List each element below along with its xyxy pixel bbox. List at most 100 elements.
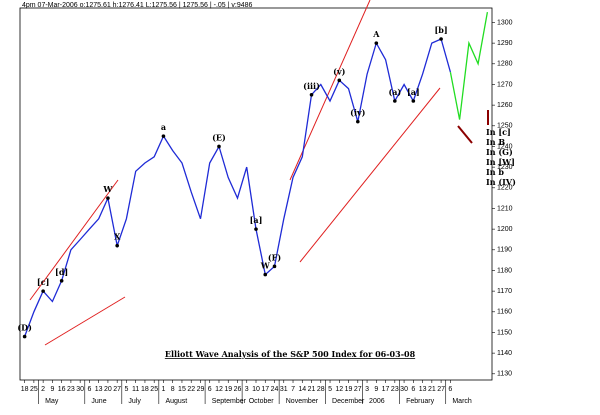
wave-label: [c]	[37, 277, 49, 287]
x-tick-label: 6	[208, 386, 212, 393]
x-tick-label: 23	[67, 386, 75, 393]
x-tick-label: 26	[234, 386, 242, 393]
wave-point	[106, 196, 110, 200]
y-tick-label: 1140	[497, 350, 512, 357]
target-label: In (G)	[486, 147, 513, 157]
x-tick-label: 13	[419, 386, 427, 393]
month-label: June	[91, 398, 106, 405]
wave-point	[309, 93, 314, 97]
y-tick-label: 1180	[497, 267, 512, 274]
series-line	[449, 11, 489, 120]
target-label: In [c]	[486, 127, 511, 137]
x-tick-label: 27	[354, 386, 362, 393]
month-label: March	[452, 398, 472, 405]
y-tick-label: 1160	[497, 309, 512, 316]
month-label: December	[332, 398, 365, 405]
x-tick-label: 31	[280, 386, 288, 393]
wave-label: [b]	[435, 25, 448, 35]
wave-label: (D)	[17, 323, 32, 333]
x-tick-label: 11	[132, 386, 139, 393]
x-tick-label: 13	[95, 386, 103, 393]
month-label: 2006	[369, 398, 385, 405]
target-label: In B	[486, 137, 505, 147]
wave-point	[59, 279, 64, 283]
x-tick-label: 19	[345, 386, 353, 393]
x-tick-label: 25	[30, 386, 38, 393]
month-label: September	[212, 398, 247, 405]
wave-label: (E)	[212, 132, 226, 142]
x-tick-label: 6	[448, 386, 452, 393]
x-tick-label: 9	[50, 386, 54, 393]
y-tick-label: 1300	[497, 19, 513, 26]
x-tick-label: 7	[291, 386, 295, 393]
target-label: In [W]	[486, 157, 515, 167]
x-tick-label: 27	[437, 386, 445, 393]
y-tick-label: 1250	[497, 123, 513, 130]
wave-point	[115, 243, 119, 248]
y-tick-label: 1230	[497, 164, 513, 171]
x-tick-label: 18	[21, 386, 29, 393]
x-tick-label: 6	[87, 386, 91, 393]
wave-label: (iv)	[350, 108, 365, 118]
x-tick-label: 15	[178, 386, 186, 393]
header: 4pm 07-Mar-2006 o:1275.61 h:1276.41 L:12…	[22, 2, 253, 9]
arrow	[457, 125, 473, 144]
y-tick-label: 1200	[497, 226, 513, 233]
x-tick-label: 16	[58, 386, 66, 393]
wave-label: [a]	[250, 215, 263, 225]
x-tick-label: 9	[374, 386, 378, 393]
wave-label: W	[102, 184, 113, 194]
y-tick-label: 1150	[497, 329, 512, 336]
wave-label: X	[114, 232, 121, 242]
x-tick-label: 8	[171, 386, 175, 393]
wave-label: a	[161, 122, 166, 132]
x-tick-label: 5	[328, 386, 332, 393]
y-tick-label: 1260	[497, 102, 513, 109]
x-tick-label: 24	[271, 386, 279, 393]
plot-frame	[19, 7, 493, 381]
x-tick-label: 12	[335, 386, 343, 393]
trend-line	[29, 179, 119, 301]
x-tick-label: 29	[197, 386, 205, 393]
wave-point	[161, 134, 166, 138]
x-tick-label: 19	[224, 386, 232, 393]
y-tick-label: 1170	[497, 288, 512, 295]
x-tick-label: 28	[317, 386, 325, 393]
series-line	[23, 38, 452, 337]
x-tick-label: 30	[400, 386, 408, 393]
x-tick-label: 2	[41, 386, 45, 393]
x-tick-label: 30	[76, 386, 84, 393]
x-tick-label: 21	[308, 386, 316, 393]
month-label: February	[406, 398, 435, 405]
wave-point	[22, 334, 27, 339]
wave-point	[217, 144, 221, 149]
x-tick-label: 5	[124, 386, 128, 393]
y-tick-label: 1280	[497, 61, 513, 68]
y-tick-label: 1270	[497, 81, 513, 88]
y-tick-label: 1220	[497, 185, 513, 192]
wave-point	[254, 227, 258, 231]
y-tick-label: 1210	[497, 205, 513, 212]
trend-line	[44, 296, 126, 346]
wave-label: W	[260, 261, 271, 271]
y-tick-label: 1290	[497, 40, 513, 47]
x-tick-label: 1	[161, 386, 165, 393]
wave-label: [d]	[55, 267, 68, 277]
x-tick-label: 6	[411, 386, 415, 393]
x-tick-label: 18	[141, 386, 149, 393]
x-tick-label: 17	[261, 386, 269, 393]
y-tick-label: 1240	[497, 143, 513, 150]
month-label: July	[128, 398, 141, 405]
wave-label: A	[372, 29, 380, 39]
wave-label: (a)	[388, 87, 401, 97]
x-tick-label: 10	[252, 386, 260, 393]
y-tick-label: 1190	[497, 247, 512, 254]
chart-title: Elliott Wave Analysis of the S&P 500 Ind…	[165, 349, 416, 359]
wave-label: (F)	[268, 252, 281, 262]
x-tick-label: 25	[150, 386, 158, 393]
month-label: November	[286, 398, 319, 405]
wave-label: (iii)	[303, 81, 320, 91]
x-tick-label: 23	[391, 386, 399, 393]
wave-label: (v)	[333, 66, 345, 76]
